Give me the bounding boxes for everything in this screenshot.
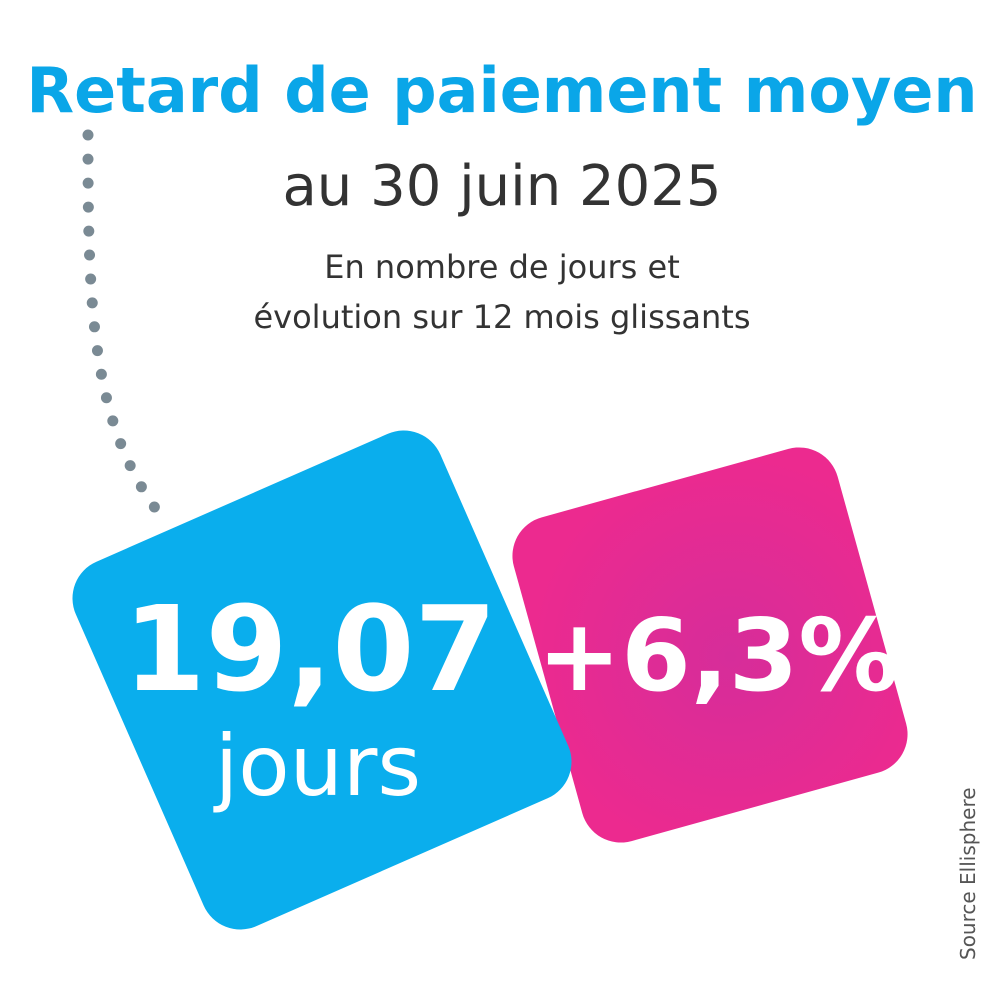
title: Retard de paiement moyen — [26, 54, 977, 127]
blue-card-shape — [72, 430, 572, 930]
dotted-connector — [82, 129, 164, 518]
blue-card — [72, 430, 572, 930]
pink-card — [512, 447, 908, 843]
pink-card-value: +6,3% — [537, 597, 898, 714]
subtitle: au 30 juin 2025 — [282, 154, 721, 219]
description-line: évolution sur 12 mois glissants — [253, 298, 750, 336]
blue-card-value: 19,07 — [123, 580, 496, 718]
source: Source Ellisphere — [956, 787, 980, 960]
description-line: En nombre de jours et — [324, 248, 679, 286]
blue-card-unit: jours — [213, 717, 421, 815]
pink-card-shape — [512, 447, 908, 843]
